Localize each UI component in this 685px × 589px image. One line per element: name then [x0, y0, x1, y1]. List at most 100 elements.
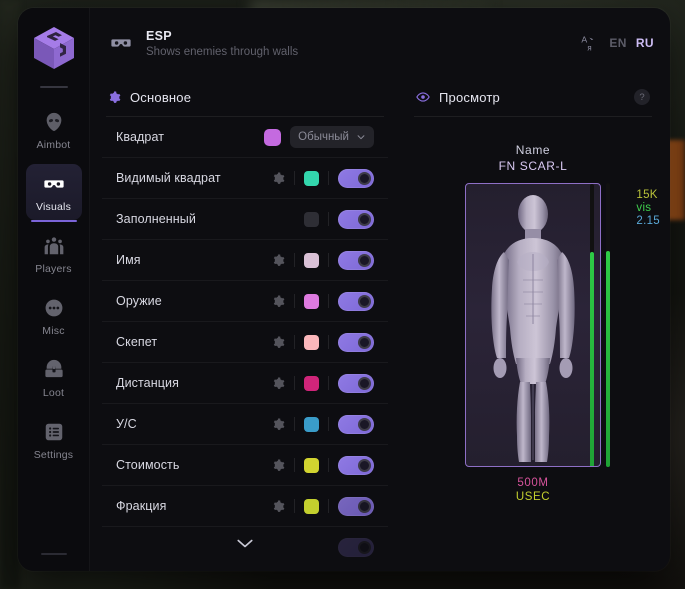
gear-icon[interactable] — [272, 172, 285, 185]
setting-label: Заполненный — [116, 212, 196, 226]
color-swatch[interactable] — [304, 375, 319, 391]
settings-panel-title: Основное — [130, 89, 192, 105]
toggle-switch[interactable] — [338, 209, 374, 229]
app-window: Aimbot Visuals Players — [18, 8, 670, 571]
stat-distance: 2.15 — [636, 215, 660, 227]
toggle-switch[interactable] — [338, 250, 374, 270]
main-area: ESP Shows enemies through walls A я EN R… — [90, 8, 670, 571]
box-style-select[interactable]: Обычный — [290, 126, 374, 148]
color-swatch[interactable] — [304, 170, 319, 186]
sidebar-item-label: Settings — [33, 449, 74, 461]
divider — [294, 417, 295, 431]
setting-label: Имя — [116, 253, 141, 267]
color-swatch[interactable] — [304, 334, 319, 350]
gear-icon[interactable] — [272, 336, 285, 349]
table-row: Имя — [102, 240, 388, 281]
sg-cube-logo[interactable] — [28, 22, 80, 74]
toggle-switch[interactable] — [338, 538, 374, 557]
color-swatch[interactable] — [304, 498, 319, 514]
divider — [328, 417, 329, 431]
table-row: У/С — [102, 404, 388, 445]
gear-icon[interactable] — [272, 500, 285, 513]
divider — [294, 294, 295, 308]
sidebar-item-loot[interactable]: Loot — [26, 350, 82, 406]
setting-label: Фракция — [116, 499, 167, 513]
toggle-switch[interactable] — [338, 496, 374, 516]
gear-icon[interactable] — [272, 295, 285, 308]
select-value: Обычный — [298, 131, 349, 143]
sidebar-item-aimbot[interactable]: Aimbot — [26, 102, 82, 158]
divider — [294, 458, 295, 472]
preview-name-label: Name — [515, 143, 551, 157]
setting-label: У/С — [116, 417, 137, 431]
color-swatch[interactable] — [304, 457, 319, 473]
toggle-switch[interactable] — [338, 414, 374, 434]
gear-icon[interactable] — [272, 254, 285, 267]
divider — [294, 376, 295, 390]
settings-panel-rule — [106, 116, 384, 117]
divider — [328, 294, 329, 308]
gear-icon[interactable] — [272, 459, 285, 472]
players-icon — [44, 237, 63, 255]
page-title: ESP — [146, 28, 172, 43]
settings-rows: Квадрат Обычный Видимый квадрат — [102, 117, 388, 571]
gear-icon[interactable] — [272, 418, 285, 431]
color-swatch[interactable] — [304, 416, 319, 432]
sidebar: Aimbot Visuals Players — [18, 8, 90, 571]
lang-en-button[interactable]: EN — [609, 36, 627, 50]
chevron-down-icon — [357, 135, 365, 140]
sidebar-item-misc[interactable]: Misc — [26, 288, 82, 344]
sidebar-item-label: Misc — [42, 325, 65, 337]
toggle-switch[interactable] — [338, 373, 374, 393]
divider — [328, 171, 329, 185]
topbar-text: ESP Shows enemies through walls — [146, 29, 298, 58]
health-bar-inner — [590, 184, 594, 466]
help-button[interactable]: ? — [634, 89, 650, 105]
divider — [294, 335, 295, 349]
setting-label: Стоимость — [116, 458, 180, 472]
sidebar-item-settings[interactable]: Settings — [26, 412, 82, 468]
table-row: Видимый квадрат — [102, 158, 388, 199]
divider — [328, 499, 329, 513]
dots-icon — [45, 299, 62, 317]
sidebar-divider — [39, 86, 68, 88]
color-swatch[interactable] — [304, 252, 319, 268]
color-swatch[interactable] — [304, 293, 319, 309]
sidebar-item-visuals[interactable]: Visuals — [25, 164, 82, 222]
divider — [294, 171, 295, 185]
topbar: ESP Shows enemies through walls A я EN R… — [90, 8, 670, 78]
toggle-switch[interactable] — [338, 332, 374, 352]
table-row — [102, 527, 388, 568]
sidebar-item-players[interactable]: Players — [26, 226, 82, 282]
sidebar-item-label: Players — [35, 263, 72, 275]
setting-label: Квадрат — [116, 130, 165, 144]
settings-panel: Основное Квадрат Обычный — [102, 78, 388, 571]
esp-goggles-icon — [108, 30, 134, 56]
esp-stats: 15K vis 2.15 — [636, 189, 660, 227]
setting-label: Видимый квадрат — [116, 171, 221, 185]
table-row: Оружие — [102, 281, 388, 322]
toggle-switch[interactable] — [338, 291, 374, 311]
gear-icon — [109, 91, 121, 103]
color-swatch[interactable] — [304, 211, 319, 227]
desktop-left-edge — [0, 0, 20, 589]
alien-icon — [46, 112, 61, 132]
table-row: Стоимость — [102, 445, 388, 486]
toggle-switch[interactable] — [338, 455, 374, 475]
translate-icon[interactable]: A я — [581, 34, 600, 53]
preview-stage: 15K vis 2.15 — [438, 183, 660, 467]
table-row: Квадрат Обычный — [102, 117, 388, 158]
color-swatch[interactable] — [264, 128, 282, 146]
table-row: Дистанция — [102, 363, 388, 404]
divider — [328, 212, 329, 226]
loot-value: 500M — [517, 477, 549, 489]
divider — [328, 376, 329, 390]
sidebar-bottom-divider — [40, 553, 67, 555]
gear-icon[interactable] — [272, 377, 285, 390]
lang-ru-button[interactable]: RU — [635, 36, 654, 50]
stat-visibility: vis — [636, 202, 652, 214]
divider — [294, 499, 295, 513]
preview-weapon-label: FN SCAR-L — [498, 159, 568, 173]
toggle-switch[interactable] — [338, 168, 374, 188]
health-bar — [606, 183, 610, 467]
